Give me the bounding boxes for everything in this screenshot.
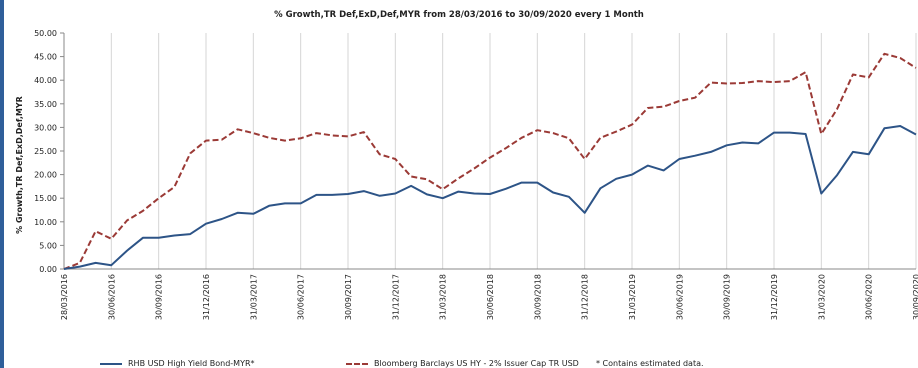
y-tick-labels: 0.00 5.00 10.00 15.00 20.00 25.00 30.00 35.00 40… (34, 29, 57, 274)
y-tick-label: 40.00 (34, 76, 57, 85)
x-tick-label: 30/09/2016 (155, 274, 164, 320)
x-tick-labels: 28/03/2016 30/06/2016 30/09/2016 31/12/2016… (60, 274, 918, 320)
x-tick-label: 30/09/2018 (533, 274, 542, 320)
legend-label-bloomberg: Bloomberg Barclays US HY - 2% Issuer Cap… (374, 359, 579, 368)
y-tick-label: 20.00 (34, 171, 57, 180)
x-tick-label: 31/12/2016 (202, 274, 211, 320)
y-axis-label: % Growth,TR Def,ExD,Def,MYR (15, 96, 24, 234)
window-edge-bar (0, 0, 4, 368)
legend-item-rhb: RHB USD High Yield Bond-MYR* (100, 359, 255, 368)
x-tick-label: 31/03/2020 (817, 274, 826, 320)
y-tick-label: 15.00 (34, 194, 57, 203)
legend-note: * Contains estimated data. (596, 359, 704, 368)
series-line-rhb (63, 125, 917, 270)
legend-label-rhb: RHB USD High Yield Bond-MYR* (128, 359, 255, 368)
legend-swatch-dashed (346, 362, 368, 365)
grid-lines (63, 33, 917, 269)
y-tick-label: 25.00 (34, 147, 57, 156)
estimated-data-note: * Contains estimated data. (596, 359, 704, 368)
legend-item-bloomberg: Bloomberg Barclays US HY - 2% Issuer Cap… (346, 359, 579, 368)
x-tick-label: 31/03/2019 (628, 274, 637, 320)
x-tick-label: 30/06/2020 (865, 274, 874, 320)
series-line-bloomberg (63, 52, 917, 270)
x-tick-label: 28/03/2016 (60, 274, 69, 320)
series-lines (63, 52, 917, 270)
x-tick-label: 31/03/2017 (249, 274, 258, 320)
y-tick-label: 50.00 (34, 29, 57, 38)
x-tick-label: 30/06/2016 (107, 274, 116, 320)
x-tick-label: 30/09/2017 (344, 274, 353, 320)
x-tick-label: 31/03/2018 (439, 274, 448, 320)
x-tick-label: 31/12/2017 (391, 274, 400, 320)
y-tick-label: 10.00 (34, 218, 57, 227)
axes (60, 32, 916, 270)
x-tick-label: 31/12/2018 (581, 274, 590, 320)
x-tick-label: 30/09/2019 (723, 274, 732, 320)
y-tick-label: 5.00 (39, 241, 57, 250)
x-tick-label: 30/09/2020 (912, 274, 918, 320)
chart-title: % Growth,TR Def,ExD,Def,MYR from 28/03/2… (274, 10, 644, 20)
x-tick-label: 30/06/2019 (675, 274, 684, 320)
x-tick-label: 30/06/2018 (486, 274, 495, 320)
y-tick-label: 45.00 (34, 53, 57, 62)
x-tick-label: 30/06/2017 (297, 274, 306, 320)
x-tick-label: 31/12/2019 (770, 274, 779, 320)
y-tick-label: 0.00 (39, 265, 57, 274)
y-tick-label: 35.00 (34, 100, 57, 109)
y-tick-label: 30.00 (34, 123, 57, 132)
legend-swatch-solid (100, 362, 122, 365)
